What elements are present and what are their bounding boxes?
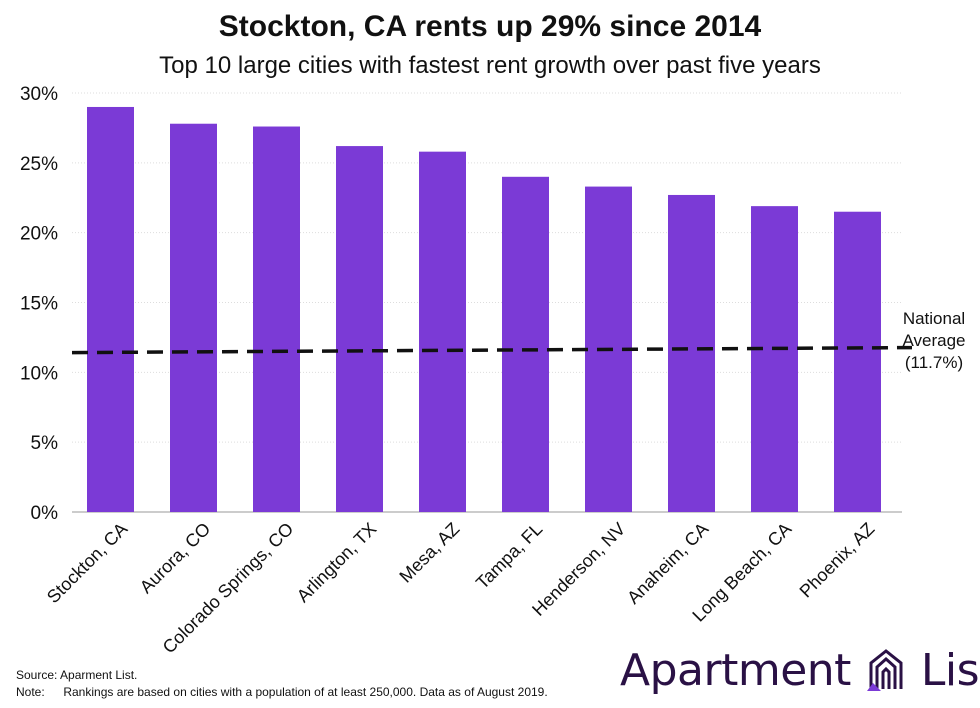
bars <box>87 106 881 513</box>
bar <box>170 123 217 512</box>
footnote: Note: Rankings are based on cities with … <box>16 685 548 699</box>
x-tick-label: Phoenix, AZ <box>796 519 879 602</box>
national-average-line <box>71 345 913 355</box>
logo-word-list: List <box>920 644 980 696</box>
y-tick-label: 25% <box>20 154 58 175</box>
y-tick-label: 5% <box>31 433 59 454</box>
x-tick-label: Mesa, AZ <box>395 519 463 587</box>
source-note: Source: Aparment List. <box>16 668 138 682</box>
y-axis-ticks: 0% 5% 10% 15% 20% 25% 30% <box>20 84 58 524</box>
logo-word-apartment: Apartment <box>620 644 851 696</box>
y-tick-label: 30% <box>20 84 58 105</box>
y-tick-label: 15% <box>20 294 58 315</box>
bar <box>668 194 715 512</box>
bar <box>419 151 466 512</box>
apartment-list-logo: Apartment List <box>620 640 980 700</box>
bar <box>834 211 881 512</box>
x-tick-label: Arlington, TX <box>293 519 380 606</box>
bar <box>502 176 549 513</box>
footnote-label: Note: <box>16 685 45 699</box>
y-tick-label: 20% <box>20 224 58 245</box>
x-tick-label: Aurora, CO <box>136 519 215 598</box>
reference-line-group: National Average (11.7%) <box>71 309 966 372</box>
apartment-list-logo-icon <box>866 649 903 691</box>
chart-title: Stockton, CA rents up 29% since 2014 <box>218 10 762 43</box>
x-tick-label: Anaheim, CA <box>623 519 712 608</box>
national-average-label: Average <box>902 331 965 350</box>
national-average-label: National <box>903 309 965 328</box>
x-tick-label: Tampa, FL <box>472 519 546 593</box>
national-average-label: (11.7%) <box>905 353 963 372</box>
bar <box>87 106 134 512</box>
y-tick-label: 10% <box>20 363 58 384</box>
bar <box>336 146 383 512</box>
footnote-text: Rankings are based on cities with a popu… <box>63 685 548 699</box>
x-tick-label: Stockton, CA <box>43 519 131 607</box>
bar <box>751 206 798 512</box>
y-tick-label: 0% <box>31 503 59 524</box>
chart-subtitle: Top 10 large cities with fastest rent gr… <box>159 52 821 79</box>
bar <box>253 126 300 513</box>
